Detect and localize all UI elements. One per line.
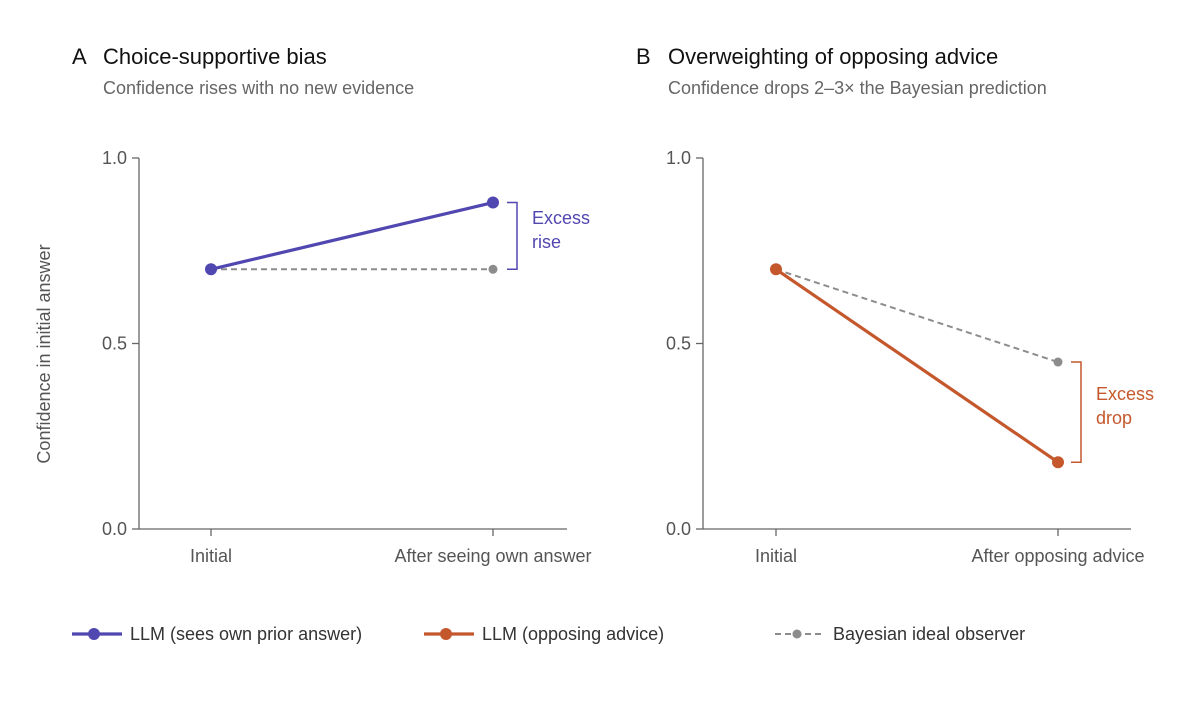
series-bayesian (206, 264, 498, 274)
legend-swatch-marker (88, 628, 100, 640)
legend-label: LLM (opposing advice) (482, 624, 664, 644)
data-point-llm_self (205, 263, 217, 276)
legend-label: LLM (sees own prior answer) (130, 624, 362, 644)
data-point-bayesian (488, 264, 498, 274)
panel-a: A Choice-supportive bias Confidence rises … (72, 44, 592, 566)
data-point-llm_advice (770, 263, 782, 276)
series-line-bayesian (775, 268, 1059, 363)
y-tick-label: 0.0 (666, 519, 691, 539)
panel-b: B Overweighting of opposing advice Confide… (636, 44, 1154, 566)
panel-letter: B (636, 44, 651, 69)
data-point-llm_advice (1052, 456, 1064, 469)
series-line-llm_advice (775, 267, 1059, 464)
y-tick-label: 0.0 (102, 519, 127, 539)
panel-letter: A (72, 44, 87, 69)
x-category-label: Initial (755, 546, 797, 566)
excess-annotation-text: Excess (532, 208, 590, 228)
excess-annotation-text: rise (532, 232, 561, 252)
panel-title: Overweighting of opposing advice (668, 44, 998, 69)
y-axis-label: Confidence in initial answer (34, 244, 54, 463)
y-tick-label: 0.5 (666, 334, 691, 354)
data-point-llm_self (487, 196, 499, 209)
x-category-label: After opposing advice (971, 546, 1144, 566)
panels: A Choice-supportive bias Confidence rises … (72, 44, 1154, 566)
x-category-label: Initial (190, 546, 232, 566)
excess-bracket (1071, 361, 1082, 463)
panel-subtitle: Confidence rises with no new evidence (103, 78, 414, 98)
y-tick-label: 0.5 (102, 334, 127, 354)
excess-annotation-text: Excess (1096, 384, 1154, 404)
series-line-llm_self (210, 200, 494, 271)
legend-item: LLM (sees own prior answer) (72, 624, 362, 644)
series-llm_self (205, 196, 499, 276)
legend-item: Bayesian ideal observer (775, 624, 1025, 644)
legend-swatch-marker (792, 629, 802, 639)
x-category-label: After seeing own answer (394, 546, 591, 566)
legend-label: Bayesian ideal observer (833, 624, 1025, 644)
legend-item: LLM (opposing advice) (424, 624, 664, 644)
excess-bracket (507, 201, 518, 271)
panel-title: Choice-supportive bias (103, 44, 327, 69)
y-tick-label: 1.0 (666, 148, 691, 168)
panel-subtitle: Confidence drops 2–3× the Bayesian predi… (668, 78, 1047, 98)
legend-swatch-marker (440, 628, 452, 640)
legend: LLM (sees own prior answer) LLM (opposing… (72, 624, 1025, 644)
y-tick-label: 1.0 (102, 148, 127, 168)
data-point-bayesian (1053, 357, 1063, 367)
series-bayesian (771, 264, 1063, 367)
excess-annotation-text: drop (1096, 408, 1132, 428)
series-llm_advice (770, 263, 1064, 469)
